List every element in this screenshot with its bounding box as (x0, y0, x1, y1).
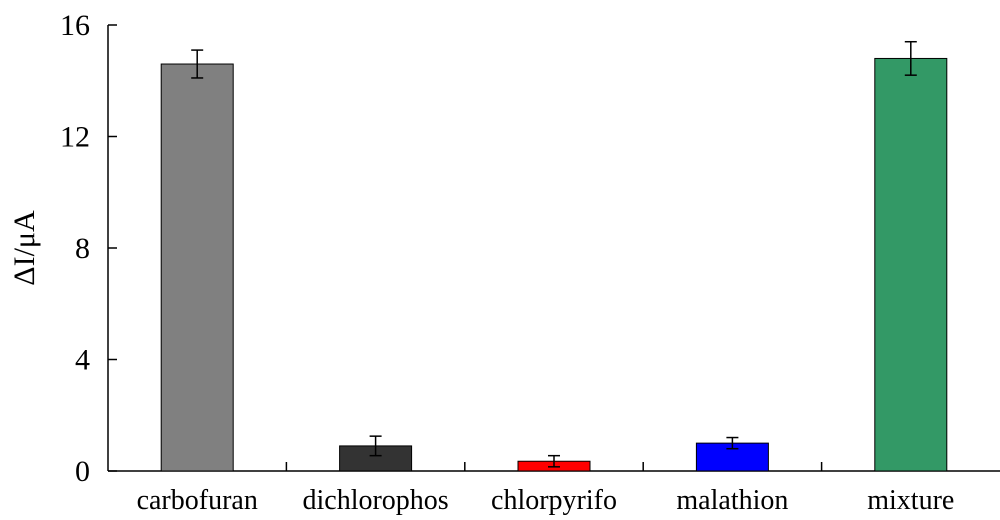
category-label: chlorpyrifo (491, 485, 617, 516)
category-label: carbofuran (137, 485, 258, 516)
category-label: mixture (867, 485, 954, 516)
y-tick-label: 16 (60, 9, 90, 42)
bar-mixture (874, 57, 948, 472)
bars: carbofuran dichlorophos chlorpyrifo malathi… (137, 40, 954, 516)
category-label: dichlorophos (302, 485, 448, 516)
y-tick-label: 12 (60, 121, 90, 154)
y-tick-label: 8 (75, 232, 90, 265)
axes: 0 4 8 12 16 (60, 9, 1000, 488)
y-tick-label: 0 (75, 455, 90, 488)
y-tick-label: 4 (75, 344, 90, 377)
category-label: malathion (676, 485, 788, 516)
bar-carbofuran (160, 63, 234, 472)
y-axis-title: ΔI/μA (8, 210, 41, 286)
